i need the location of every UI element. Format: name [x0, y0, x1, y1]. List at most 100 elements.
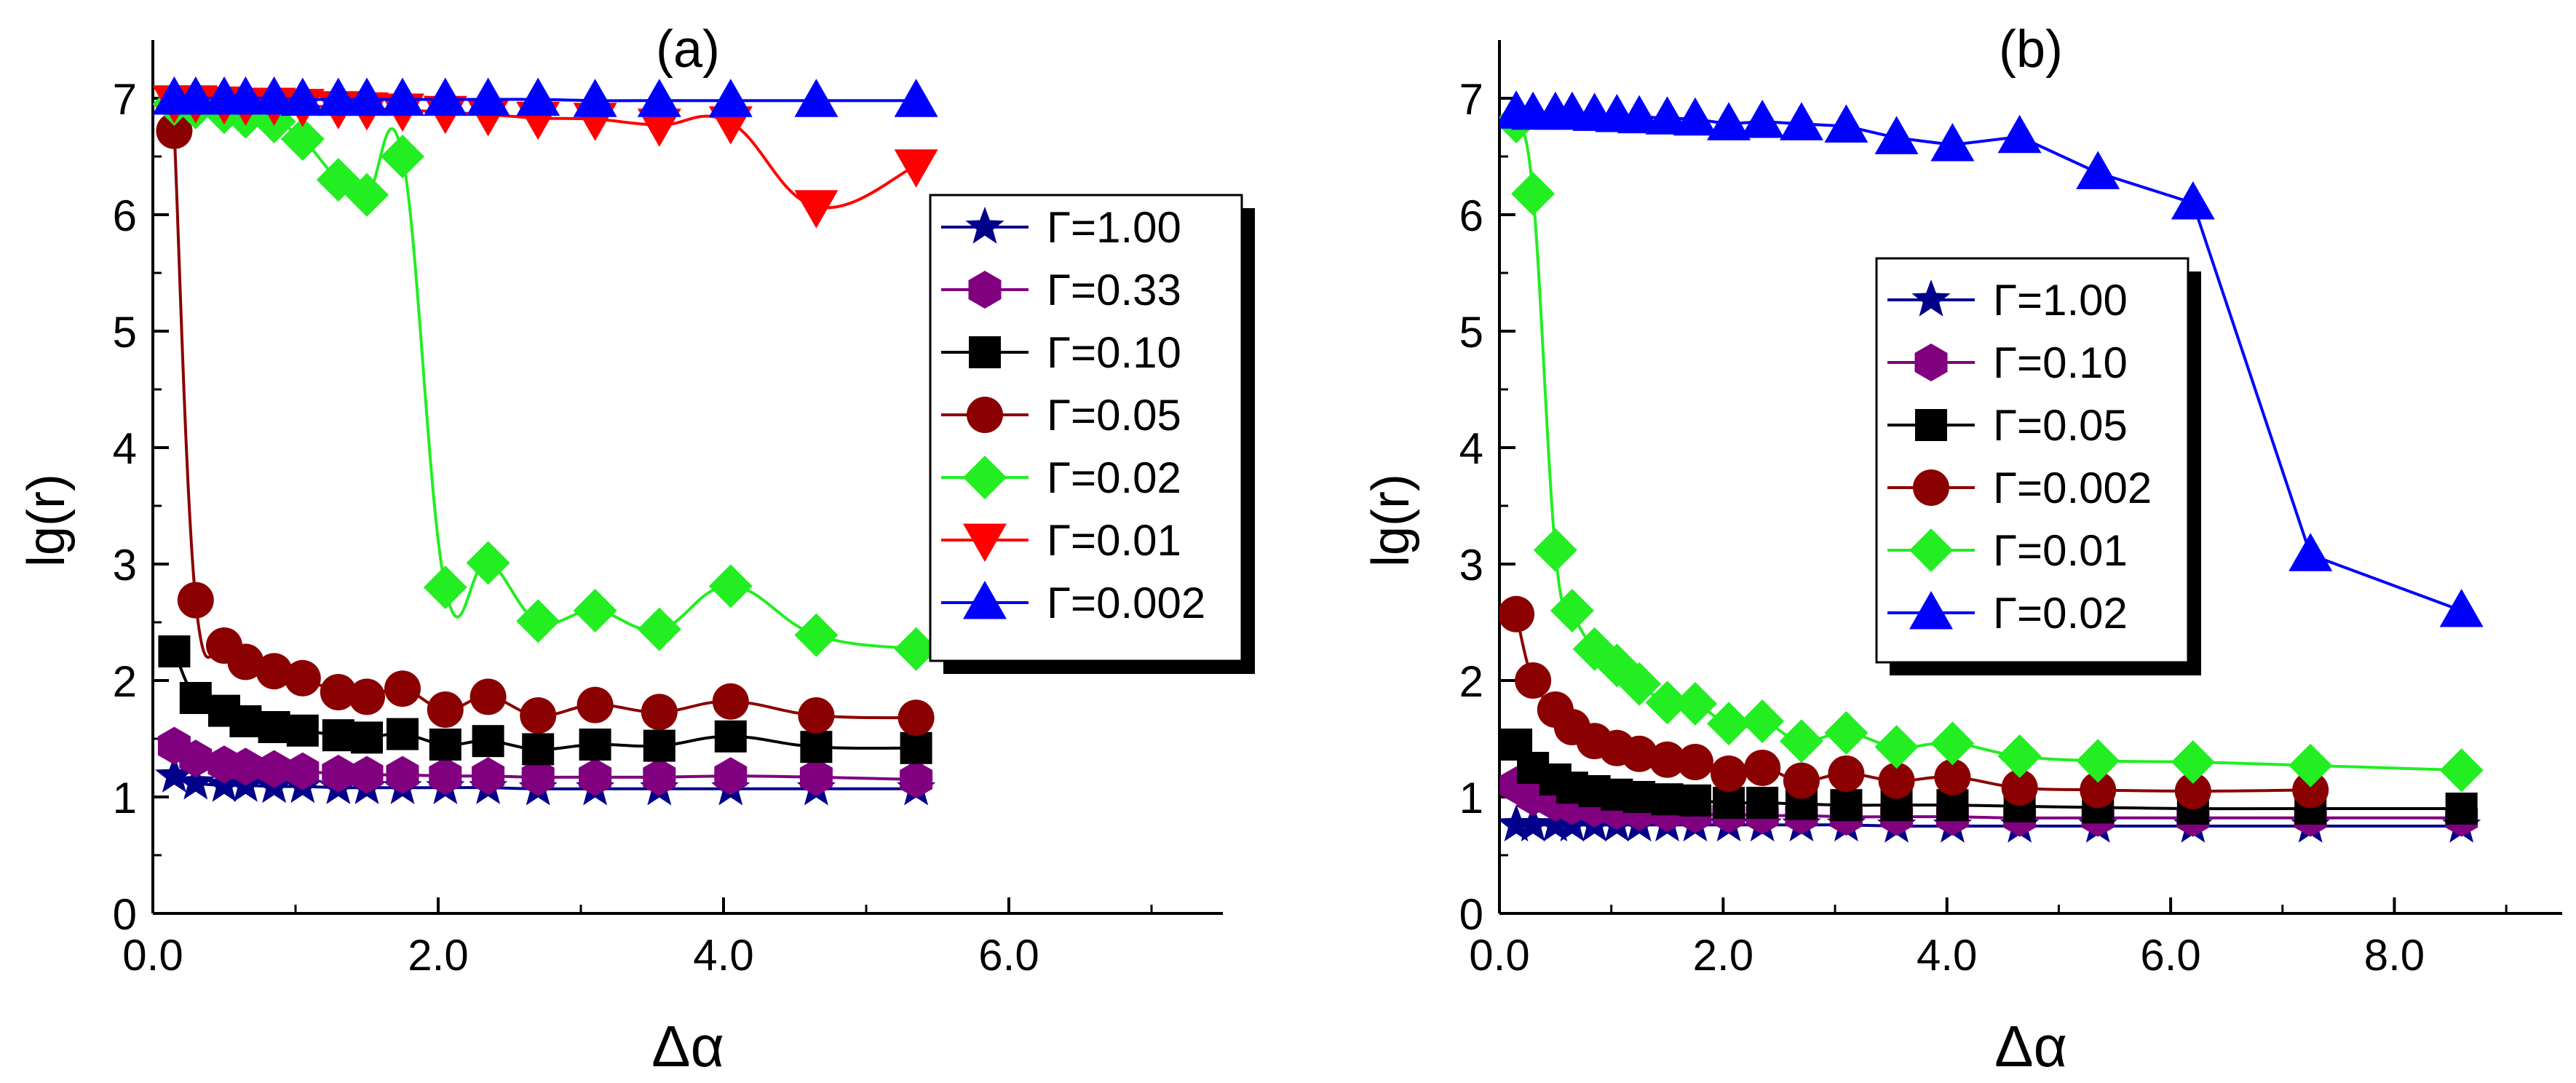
data-point-a-6: [316, 77, 360, 116]
legend-marker-a-6: [963, 581, 1007, 619]
data-point-b-5: [1673, 97, 1717, 136]
x-tick-label-a: 2.0: [408, 931, 468, 980]
data-point-a-1: [350, 755, 384, 794]
legend-label-a-4: Γ=0.02: [1047, 453, 1181, 502]
data-point-a-6: [466, 77, 510, 116]
x-tick-label-a: 4.0: [693, 931, 753, 980]
data-point-b-4: [1511, 172, 1555, 216]
y-tick-label-a: 2: [113, 657, 137, 706]
data-point-b-2: [1679, 784, 1711, 817]
data-point-b-4: [1824, 711, 1868, 755]
x-axis-label-a: Δα: [651, 1014, 724, 1079]
data-point-b-5: [1779, 102, 1823, 140]
data-point-b-4: [1930, 721, 1975, 766]
data-point-a-1: [286, 752, 320, 790]
axes-a: 0 1 2 3 4 5 6 7 0.0 2.0 4.0 6.0: [113, 40, 1223, 980]
data-point-a-1: [521, 758, 555, 796]
data-point-b-3: [2080, 771, 2117, 809]
data-point-a-1: [179, 739, 213, 778]
data-point-a-2: [579, 729, 611, 761]
data-point-b-4: [1874, 725, 1919, 769]
legend-a: Γ=1.00 Γ=0.33 Γ=0.10 Γ=0.05 Γ=0.02 Γ=0.01 Γ=0.…: [929, 194, 1255, 674]
legend-label-a-3: Γ=0.05: [1047, 391, 1181, 440]
data-point-b-3: [1515, 662, 1552, 699]
legend-label-b-2: Γ=0.05: [1993, 401, 2128, 450]
y-tick-label-b: 7: [1459, 75, 1483, 124]
data-point-b-2: [2445, 793, 2478, 825]
y-tick-label-b: 5: [1459, 308, 1483, 357]
series-line-a-4: [174, 103, 916, 651]
chart-title-b: (b): [1999, 20, 2063, 79]
data-point-b-3: [2001, 769, 2038, 806]
data-point-b-5: [1874, 116, 1919, 154]
data-point-b-3: [1783, 762, 1820, 799]
data-point-b-3: [1878, 762, 1915, 799]
data-point-b-5: [2288, 533, 2333, 571]
data-point-b-4: [2439, 748, 2484, 793]
data-point-a-3: [520, 697, 557, 734]
data-point-a-6: [794, 79, 839, 117]
data-point-b-3: [1828, 755, 1865, 792]
data-point-a-1: [472, 757, 505, 796]
legend-marker-b-3: [1913, 469, 1949, 506]
y-tick-label-b: 1: [1459, 774, 1483, 822]
data-point-b-5: [2439, 589, 2484, 627]
series-layer-a: [153, 76, 938, 806]
legend-box-b: [1875, 257, 2189, 664]
y-axis-label-a: lg(r): [17, 474, 76, 567]
data-point-b-0: [1536, 804, 1575, 842]
data-point-a-6: [280, 77, 325, 116]
data-point-b-3: [1711, 755, 1748, 792]
y-tick-label-b: 3: [1459, 541, 1483, 590]
y-tick-label-b: 2: [1459, 657, 1483, 706]
legend-label-a-5: Γ=0.01: [1047, 516, 1181, 565]
data-point-b-5: [1645, 96, 1689, 135]
data-point-a-2: [258, 711, 290, 743]
data-point-a-2: [158, 635, 191, 667]
legend-label-b-4: Γ=0.01: [1993, 526, 2128, 575]
legend-marker-b-4: [1909, 528, 1953, 572]
x-tick-label-a: 6.0: [978, 931, 1039, 980]
data-point-a-0: [176, 762, 215, 800]
chart-panel-b: (b) 0 1 2 3 4 5 6 7 0.0 2.0 4.0 6.0 8.0 Δα lg(r) Γ=1…: [1362, 20, 2562, 1079]
data-point-a-3: [384, 670, 421, 707]
data-point-a-1: [799, 758, 833, 796]
y-tick-label-a: 3: [113, 541, 137, 590]
legend-marker-a-5: [963, 523, 1007, 562]
data-point-a-4: [466, 541, 510, 585]
data-point-a-2: [714, 720, 747, 753]
data-point-a-6: [252, 76, 296, 115]
axes-b: 0 1 2 3 4 5 6 7 0.0 2.0 4.0 6.0 8.0: [1459, 40, 2562, 980]
data-point-b-4: [1617, 662, 1662, 706]
legend-marker-a-1: [968, 271, 1002, 309]
data-point-b-3: [1499, 595, 1535, 632]
data-point-b-2: [1830, 789, 1863, 822]
data-point-a-3: [798, 697, 835, 734]
y-tick-label-a: 5: [113, 308, 137, 357]
y-tick-label-a: 7: [113, 75, 137, 124]
data-point-a-2: [286, 714, 319, 747]
chart-title-a: (a): [656, 20, 720, 79]
legend-marker-b-1: [1914, 344, 1948, 381]
data-point-a-1: [229, 747, 262, 786]
data-point-b-4: [1997, 734, 2042, 778]
legend-marker-a-0: [965, 207, 1004, 244]
data-point-a-6: [345, 77, 389, 116]
data-point-b-2: [1713, 787, 1745, 819]
data-point-a-4: [794, 613, 839, 657]
data-point-b-5: [1617, 95, 1662, 134]
data-point-a-3: [284, 659, 321, 697]
data-point-a-6: [223, 76, 268, 115]
data-point-b-2: [1746, 787, 1779, 819]
data-point-a-4: [423, 566, 467, 609]
data-point-b-4: [1779, 719, 1823, 763]
data-point-a-3: [320, 674, 357, 710]
legend-b: Γ=1.00 Γ=0.10 Γ=0.05 Γ=0.002 Γ=0.01 Γ=0.02: [1875, 257, 2201, 675]
data-point-a-3: [712, 683, 749, 720]
legend-label-b-3: Γ=0.002: [1993, 464, 2152, 512]
data-point-a-6: [173, 76, 218, 115]
data-point-a-1: [429, 757, 462, 796]
data-point-b-5: [1997, 114, 2042, 154]
data-point-a-4: [637, 607, 681, 651]
